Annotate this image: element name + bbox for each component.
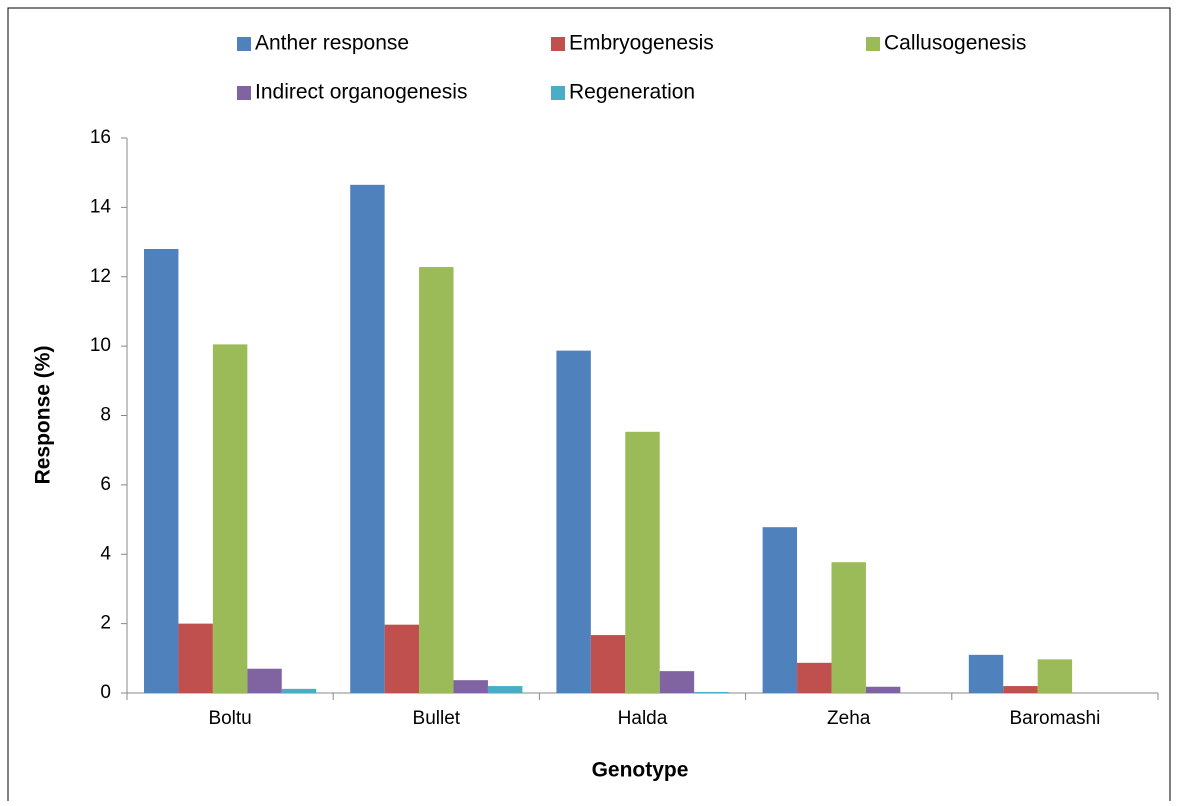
bar <box>865 686 901 693</box>
y-tick-label: 14 <box>90 196 112 217</box>
y-tick-label: 16 <box>90 127 111 148</box>
y-tick-label: 12 <box>90 266 111 287</box>
chart-frame <box>7 7 1171 806</box>
y-tick-label: 6 <box>100 474 111 495</box>
y-tick-label: 4 <box>100 543 111 564</box>
legend-swatch <box>551 37 565 51</box>
bar <box>625 431 660 693</box>
x-tick-label: Zeha <box>827 708 871 729</box>
bar <box>453 680 488 693</box>
bar <box>797 662 832 693</box>
x-axis-label: Genotype <box>592 759 689 782</box>
bar <box>247 668 282 693</box>
bar <box>968 654 1004 693</box>
bar <box>590 635 626 693</box>
bar <box>419 267 454 693</box>
bar <box>487 686 523 693</box>
bar <box>350 184 385 693</box>
y-tick-label: 0 <box>100 682 111 703</box>
bar <box>694 691 729 693</box>
bar <box>1003 686 1038 693</box>
legend-label: Indirect organogenesis <box>255 81 467 104</box>
y-tick-label: 10 <box>90 335 111 356</box>
x-tick-label: Bullet <box>413 708 461 729</box>
x-tick-label: Baromashi <box>1009 708 1100 729</box>
bar <box>762 527 798 693</box>
bar <box>831 562 866 693</box>
bar <box>281 688 317 693</box>
x-tick-label: Boltu <box>208 708 251 729</box>
legend-label: Embryogenesis <box>569 32 714 55</box>
legend-swatch <box>866 37 880 51</box>
bar <box>556 350 591 693</box>
legend-label: Callusogenesis <box>884 32 1026 55</box>
legend-label: Regeneration <box>569 81 695 104</box>
x-tick-label: Halda <box>618 708 668 729</box>
bar <box>212 344 248 693</box>
y-tick-label: 2 <box>100 613 111 634</box>
legend-label: Anther response <box>255 32 409 55</box>
legend-swatch <box>237 37 251 51</box>
bar <box>178 623 213 693</box>
bar <box>144 249 179 693</box>
y-axis-label: Response (%) <box>32 346 55 485</box>
bar <box>384 624 420 693</box>
y-tick-label: 8 <box>100 405 111 426</box>
bar <box>659 671 695 693</box>
legend-swatch <box>551 86 565 100</box>
legend-swatch <box>237 86 251 100</box>
bar <box>1037 659 1073 693</box>
